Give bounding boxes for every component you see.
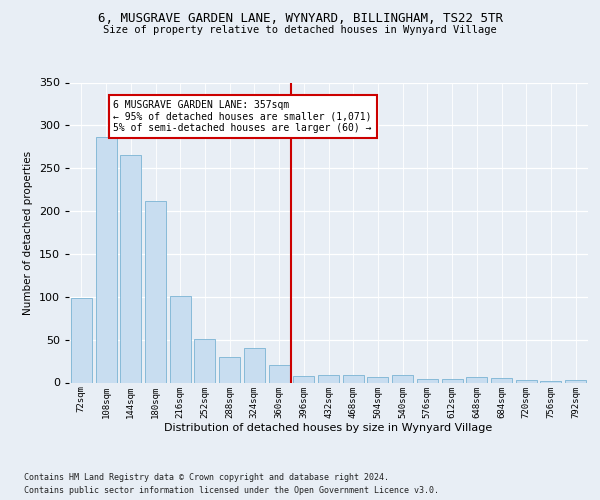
Bar xyxy=(318,375,339,382)
Bar xyxy=(367,376,388,382)
Bar xyxy=(145,201,166,382)
Bar xyxy=(95,138,116,382)
X-axis label: Distribution of detached houses by size in Wynyard Village: Distribution of detached houses by size … xyxy=(164,423,493,433)
Bar xyxy=(219,357,240,382)
Text: 6, MUSGRAVE GARDEN LANE, WYNYARD, BILLINGHAM, TS22 5TR: 6, MUSGRAVE GARDEN LANE, WYNYARD, BILLIN… xyxy=(97,12,503,26)
Bar xyxy=(541,381,562,382)
Bar xyxy=(194,339,215,382)
Bar xyxy=(417,379,438,382)
Bar xyxy=(71,298,92,382)
Bar xyxy=(293,376,314,382)
Bar xyxy=(392,375,413,382)
Text: Contains HM Land Registry data © Crown copyright and database right 2024.: Contains HM Land Registry data © Crown c… xyxy=(24,472,389,482)
Bar xyxy=(120,154,141,382)
Y-axis label: Number of detached properties: Number of detached properties xyxy=(23,150,33,314)
Bar xyxy=(442,379,463,382)
Bar xyxy=(170,296,191,382)
Text: Size of property relative to detached houses in Wynyard Village: Size of property relative to detached ho… xyxy=(103,25,497,35)
Bar xyxy=(269,366,290,382)
Bar xyxy=(244,348,265,382)
Bar xyxy=(466,378,487,382)
Text: 6 MUSGRAVE GARDEN LANE: 357sqm
← 95% of detached houses are smaller (1,071)
5% o: 6 MUSGRAVE GARDEN LANE: 357sqm ← 95% of … xyxy=(113,100,372,133)
Text: Contains public sector information licensed under the Open Government Licence v3: Contains public sector information licen… xyxy=(24,486,439,495)
Bar xyxy=(565,380,586,382)
Bar xyxy=(491,378,512,382)
Bar xyxy=(516,380,537,382)
Bar xyxy=(343,375,364,382)
